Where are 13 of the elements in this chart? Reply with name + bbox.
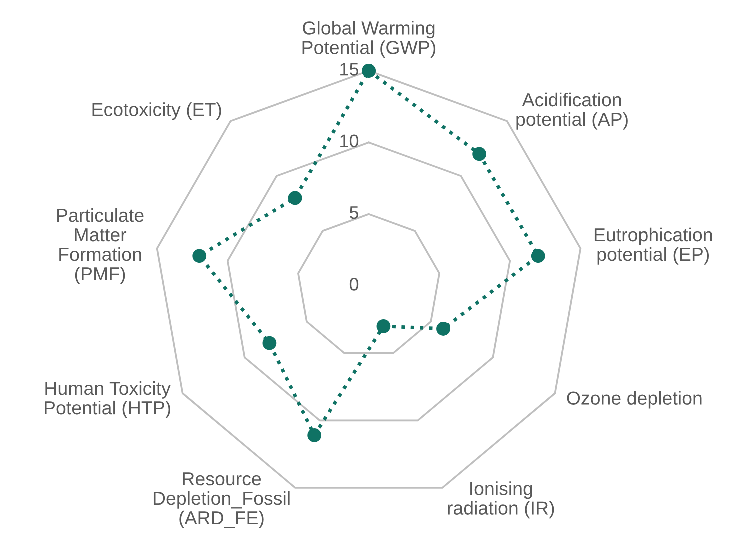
y-tick-label: 10 bbox=[340, 134, 359, 148]
spoke-label: Resource Depletion_Fossil (ARD_FE) bbox=[154, 472, 290, 528]
spoke-label: Ecotoxicity (ET) bbox=[92, 102, 222, 120]
spoke-label: Ionising radiation (IR) bbox=[448, 482, 554, 519]
y-tick-label: 5 bbox=[350, 206, 359, 220]
y-tick-label: 0 bbox=[350, 278, 359, 291]
spoke-label: Eutrophication potential (EP) bbox=[594, 228, 712, 265]
spoke-label: Acidification potential (AP) bbox=[516, 92, 628, 130]
y-tick-label: 15 bbox=[340, 63, 359, 76]
spoke-label: Global Warming Potential (GWP) bbox=[302, 21, 436, 58]
spoke-label: Particulate Matter Formation (PMF) bbox=[58, 208, 144, 284]
spoke-label: Ozone depletion bbox=[567, 391, 702, 409]
spoke-label: Human Toxicity Potential (HTP) bbox=[45, 381, 171, 418]
